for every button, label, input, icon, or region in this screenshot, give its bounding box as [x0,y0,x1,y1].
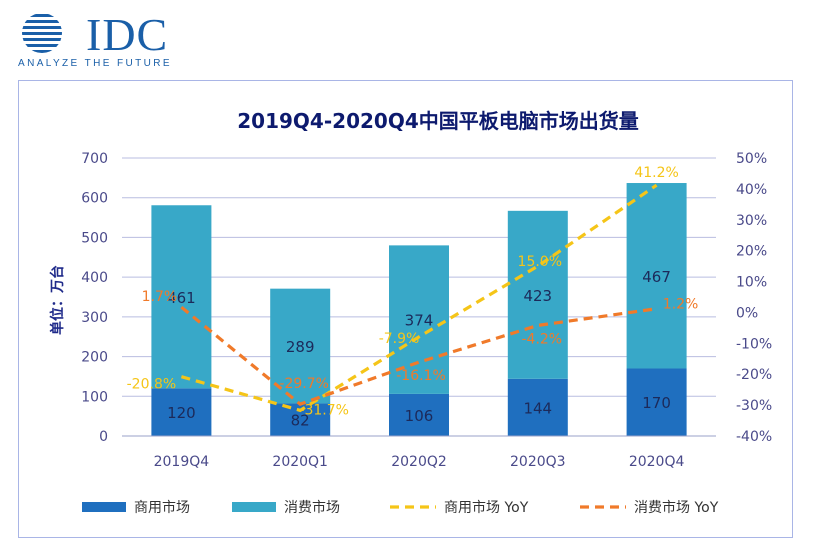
axes: 0 100 200 300 400 500 600 700 -40% -30% -20% -10% 0%… [81,151,772,470]
y-tick-label: 200 [81,350,108,366]
bar-segment [626,368,687,436]
bar-value-label: 461 [167,289,196,307]
x-tick-label: 2020Q3 [510,454,566,470]
bar-segment [151,388,212,436]
legend: 商用市场 消费市场 商用市场 YoY 消费市场 YoY [82,499,719,516]
bar-segment [626,183,687,369]
y2-tick-label: 20% [736,244,767,260]
bar-segment [507,210,568,379]
yoy-value-label: -7.9% [379,331,420,347]
legend-label: 消费市场 [284,499,340,516]
bar-value-label: 467 [642,268,671,286]
bar-value-label: 170 [642,394,671,412]
chart-frame [18,80,793,538]
bar-segment [389,393,449,436]
yoy-value-label: 15.0% [518,254,562,270]
x-tick-label: 2020Q1 [272,454,328,470]
bar-value-label: 374 [405,312,434,330]
x-tick-label: 2020Q2 [391,454,447,470]
y2-tick-label: -20% [736,367,772,383]
yoy-value-label: 1.2% [663,297,699,313]
yoy-line [180,183,658,413]
y2-tick-label: -40% [736,429,772,445]
y2-tick-label: 30% [736,213,767,229]
bar-segment [270,288,331,404]
bar-segment [507,378,568,436]
bar-value-label: 82 [291,412,310,430]
yoy-value-label: 41.2% [634,165,678,181]
yoy-value-label: -4.2% [521,331,562,347]
yoy-lines [180,183,658,413]
y-tick-label: 100 [81,389,108,405]
x-tick-label: 2019Q4 [154,454,210,470]
data-labels: 120 461 82 289 106 374 144 423 170 467 -20.8% -31.7… [127,165,699,430]
legend-swatch [82,502,126,512]
bars [151,183,687,436]
y2-tick-label: 40% [736,182,767,198]
legend-swatch [232,502,276,512]
y-axis-label: 单位：万台 [49,265,66,335]
idc-globe-icon [22,14,62,53]
y2-tick-label: 10% [736,275,767,291]
y2-tick-label: 0% [736,305,758,321]
idc-tagline: ANALYZE THE FUTURE [18,58,172,69]
chart-title: 2019Q4-2020Q4中国平板电脑市场出货量 [237,109,638,133]
y2-tick-label: 50% [736,151,767,167]
y2-tick-label: -30% [736,398,772,414]
legend-label: 商用市场 YoY [444,499,529,516]
yoy-value-label: -20.8% [127,377,177,393]
idc-wordmark: IDC [86,9,169,60]
legend-label: 消费市场 YoY [634,499,719,516]
bar-value-label: 106 [405,407,434,425]
idc-logo: IDC ANALYZE THE FUTURE [18,10,188,72]
y-tick-label: 600 [81,191,108,207]
yoy-line [180,305,657,406]
y-tick-label: 400 [81,270,108,286]
y-tick-label: 500 [81,230,108,246]
bar-value-label: 289 [286,338,315,356]
bar-value-label: 120 [167,404,196,422]
y2-tick-label: -10% [736,336,772,352]
yoy-value-label: -29.7% [279,376,329,392]
y-tick-label: 300 [81,310,108,326]
bar-value-label: 423 [523,287,552,305]
bar-segment [151,205,212,389]
yoy-value-label: -31.7% [299,402,349,418]
y-tick-label: 700 [81,151,108,167]
yoy-value-label: -16.1% [396,368,446,384]
x-tick-label: 2020Q4 [629,454,685,470]
bar-value-label: 144 [523,399,552,417]
yoy-value-label: 1.7% [142,289,178,305]
legend-label: 商用市场 [134,499,190,516]
y-tick-label: 0 [99,429,108,445]
